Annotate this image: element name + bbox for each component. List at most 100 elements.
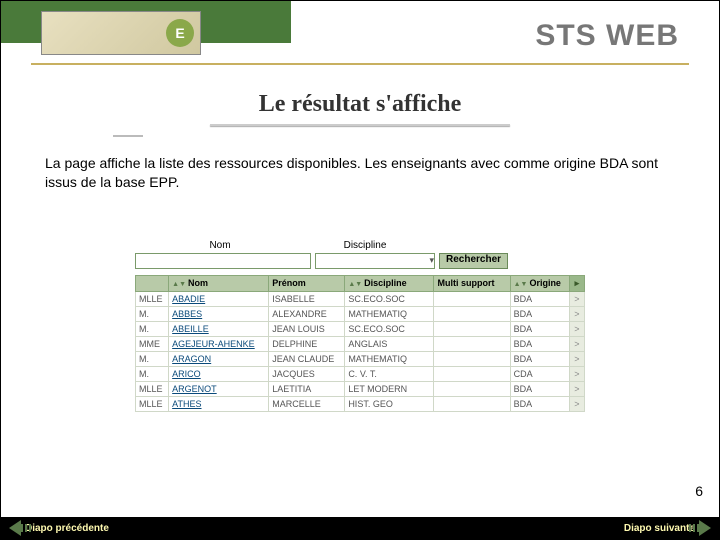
cell-action-button[interactable]: > [569, 321, 584, 336]
cell-prenom: JEAN CLAUDE [269, 351, 345, 366]
cell-discipline: MATHEMATIQ [345, 351, 434, 366]
app-screenshot: Nom Discipline ▾ Rechercher ▲▼Nom Prénom… [135, 240, 585, 412]
cell-origine: BDA [510, 321, 569, 336]
cell-action-button[interactable]: > [569, 381, 584, 396]
divider-gold [31, 63, 689, 65]
next-slide-button[interactable]: Diapo suivante [624, 520, 711, 536]
cell-nom-link[interactable]: ABEILLE [169, 321, 269, 336]
table-row: MLLEABADIEISABELLESC.ECO.SOC BDA> [136, 291, 585, 306]
title-underline-tick [113, 135, 143, 137]
cell-civilite: MLLE [136, 396, 169, 411]
slide-description: La page affiche la liste des ressources … [45, 154, 675, 192]
table-row: M.ABEILLEJEAN LOUISSC.ECO.SOC BDA> [136, 321, 585, 336]
cell-nom-link[interactable]: ABBES [169, 306, 269, 321]
cell-nom-link[interactable]: AGEJEUR-AHENKE [169, 336, 269, 351]
cell-discipline: ANGLAIS [345, 336, 434, 351]
cell-multi [434, 366, 510, 381]
cell-action-button[interactable]: > [569, 336, 584, 351]
next-label: Diapo suivante [624, 523, 695, 534]
table-row: MMEAGEJEUR-AHENKEDELPHINEANGLAIS BDA> [136, 336, 585, 351]
table-row: MLLEARGENOTLAETITIALET MODERN BDA> [136, 381, 585, 396]
cell-nom-link[interactable]: ARAGON [169, 351, 269, 366]
cell-action-button[interactable]: > [569, 306, 584, 321]
col-discipline[interactable]: ▲▼Discipline [345, 275, 434, 291]
cell-multi [434, 351, 510, 366]
cell-civilite: M. [136, 306, 169, 321]
table-row: M.ARICOJACQUESC. V. T. CDA> [136, 366, 585, 381]
cell-nom-link[interactable]: ATHES [169, 396, 269, 411]
cell-origine: CDA [510, 366, 569, 381]
cell-discipline: C. V. T. [345, 366, 434, 381]
table-row: M.ARAGONJEAN CLAUDEMATHEMATIQBDA> [136, 351, 585, 366]
brand-text: STS WEB [535, 19, 679, 53]
results-table: ▲▼Nom Prénom ▲▼Discipline Multi support … [135, 275, 585, 412]
cell-origine: BDA [510, 306, 569, 321]
cell-discipline: LET MODERN [345, 381, 434, 396]
col-multi-support[interactable]: Multi support [434, 275, 510, 291]
cell-prenom: DELPHINE [269, 336, 345, 351]
cell-multi [434, 291, 510, 306]
arrow-right-icon [699, 520, 711, 536]
cell-discipline: MATHEMATIQ [345, 306, 434, 321]
slide-title: Le résultat s'affiche [1, 91, 719, 118]
col-nom[interactable]: ▲▼Nom [169, 275, 269, 291]
cell-multi [434, 381, 510, 396]
col-origine[interactable]: ▲▼Origine [510, 275, 569, 291]
cell-multi [434, 321, 510, 336]
page-number: 6 [695, 483, 703, 499]
cell-origine: BDA [510, 351, 569, 366]
cell-prenom: ALEXANDRE [269, 306, 345, 321]
prev-slide-button[interactable]: Diapo précédente [9, 520, 109, 536]
cell-origine: BDA [510, 291, 569, 306]
sort-icon: ▲▼ [172, 281, 186, 288]
prev-label: Diapo précédente [25, 523, 109, 534]
cell-nom-link[interactable]: ARICO [169, 366, 269, 381]
cell-action-button[interactable]: > [569, 291, 584, 306]
cell-discipline: HIST. GEO [345, 396, 434, 411]
cell-civilite: M. [136, 321, 169, 336]
cell-origine: BDA [510, 396, 569, 411]
cell-prenom: LAETITIA [269, 381, 345, 396]
cell-civilite: MME [136, 336, 169, 351]
cell-origine: BDA [510, 336, 569, 351]
col-action: ▸ [569, 275, 584, 291]
cell-multi [434, 396, 510, 411]
label-discipline: Discipline [305, 240, 425, 251]
col-civilite[interactable] [136, 275, 169, 291]
logo-emblem-icon: E [166, 19, 194, 47]
cell-action-button[interactable]: > [569, 351, 584, 366]
arrow-left-icon [9, 520, 21, 536]
cell-civilite: MLLE [136, 291, 169, 306]
cell-discipline: SC.ECO.SOC [345, 321, 434, 336]
cell-prenom: JACQUES [269, 366, 345, 381]
search-nom-input[interactable] [135, 253, 311, 269]
ministry-logo: E [41, 11, 201, 55]
cell-action-button[interactable]: > [569, 396, 584, 411]
search-discipline-select[interactable]: ▾ [315, 253, 435, 269]
table-header-row: ▲▼Nom Prénom ▲▼Discipline Multi support … [136, 275, 585, 291]
col-prenom[interactable]: Prénom [269, 275, 345, 291]
sort-icon: ▲▼ [514, 281, 528, 288]
cell-prenom: ISABELLE [269, 291, 345, 306]
cell-prenom: MARCELLE [269, 396, 345, 411]
slide-header: E STS WEB [1, 1, 719, 63]
cell-civilite: M. [136, 366, 169, 381]
title-underline [210, 124, 510, 126]
table-row: MLLEATHESMARCELLEHIST. GEO BDA> [136, 396, 585, 411]
slide-footer: Diapo précédente Diapo suivante [1, 517, 719, 539]
cell-civilite: MLLE [136, 381, 169, 396]
cell-nom-link[interactable]: ABADIE [169, 291, 269, 306]
search-button[interactable]: Rechercher [439, 253, 508, 269]
cell-origine: BDA [510, 381, 569, 396]
sort-icon: ▲▼ [348, 281, 362, 288]
label-nom: Nom [135, 240, 305, 251]
cell-discipline: SC.ECO.SOC [345, 291, 434, 306]
search-labels-row: Nom Discipline [135, 240, 585, 251]
search-row: ▾ Rechercher [135, 253, 585, 269]
cell-multi [434, 336, 510, 351]
cell-action-button[interactable]: > [569, 366, 584, 381]
chevron-down-icon: ▾ [429, 255, 434, 266]
table-row: M.ABBESALEXANDREMATHEMATIQ BDA> [136, 306, 585, 321]
cell-nom-link[interactable]: ARGENOT [169, 381, 269, 396]
cell-prenom: JEAN LOUIS [269, 321, 345, 336]
